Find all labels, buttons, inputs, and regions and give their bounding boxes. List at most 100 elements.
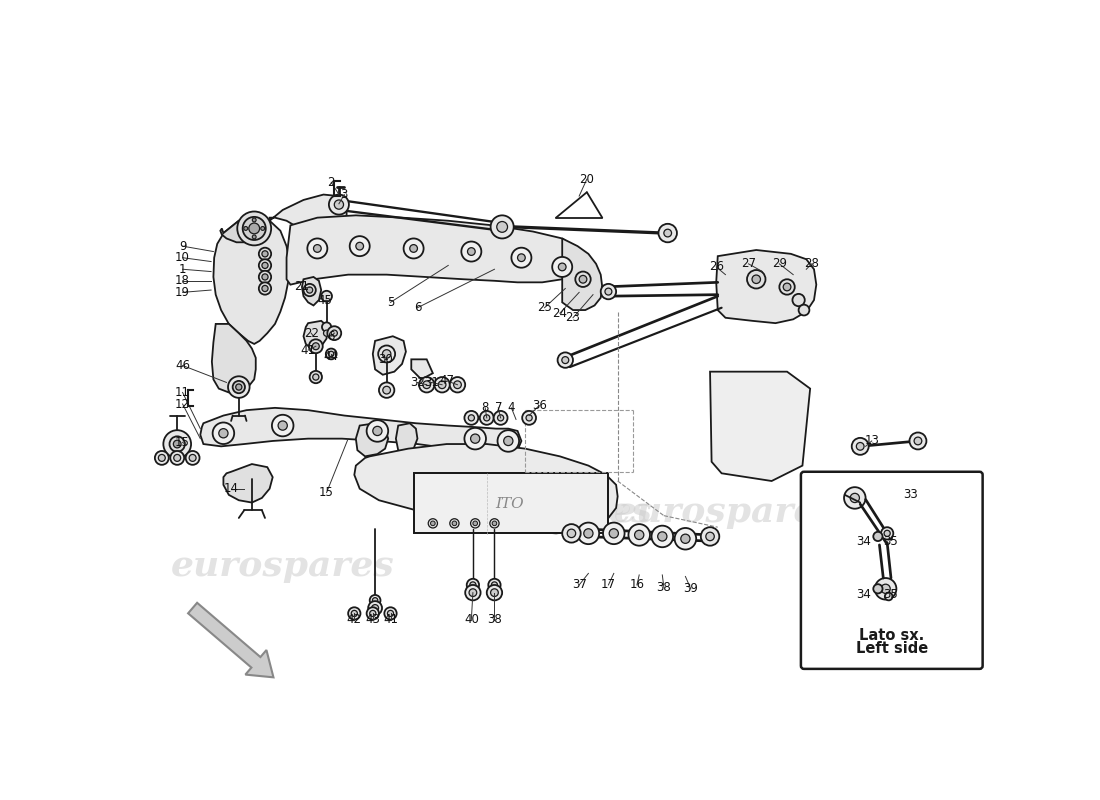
Text: 47: 47 [439,374,454,387]
Circle shape [492,521,497,526]
Text: 37: 37 [572,578,586,591]
Text: 3: 3 [341,188,348,201]
Circle shape [465,585,481,600]
Circle shape [562,357,569,363]
Text: Left side: Left side [856,642,928,656]
Circle shape [578,522,600,544]
Circle shape [526,414,532,421]
Text: 32: 32 [410,376,425,389]
Circle shape [464,411,478,425]
Circle shape [158,454,165,462]
Circle shape [461,242,482,262]
Circle shape [174,440,182,448]
Circle shape [609,529,618,538]
Circle shape [244,226,248,230]
Text: 33: 33 [903,488,917,502]
Circle shape [464,428,486,450]
Circle shape [334,200,343,209]
Circle shape [844,487,866,509]
Circle shape [469,414,474,421]
Circle shape [258,248,272,260]
Circle shape [368,601,382,615]
Circle shape [312,342,319,350]
Circle shape [378,382,394,398]
Polygon shape [396,423,418,454]
Circle shape [169,436,185,452]
Polygon shape [286,215,578,285]
Circle shape [452,521,456,526]
Text: 10: 10 [175,251,190,264]
Text: 41: 41 [300,344,316,357]
Circle shape [488,578,501,591]
Polygon shape [213,216,289,344]
Circle shape [219,429,228,438]
Text: 19: 19 [175,286,190,299]
Circle shape [674,528,696,550]
Circle shape [422,381,430,389]
FancyArrow shape [188,602,274,678]
Circle shape [559,263,566,270]
Text: 9: 9 [179,240,186,253]
Polygon shape [200,408,521,454]
Circle shape [873,584,882,594]
Polygon shape [223,464,273,502]
Circle shape [783,283,791,291]
Circle shape [681,534,690,543]
Circle shape [252,235,256,239]
Circle shape [473,521,477,526]
Circle shape [799,305,810,315]
Circle shape [601,284,616,299]
Circle shape [497,222,507,232]
Circle shape [243,217,266,240]
Circle shape [323,330,330,336]
Circle shape [189,454,196,462]
Text: 4: 4 [507,402,515,414]
Text: 39: 39 [683,582,698,595]
Circle shape [910,433,926,450]
Text: 35: 35 [883,589,899,602]
Circle shape [174,454,180,462]
Polygon shape [716,250,816,323]
Circle shape [164,430,191,458]
Circle shape [450,518,459,528]
Circle shape [480,411,494,425]
Circle shape [434,377,450,393]
Circle shape [309,339,322,353]
Polygon shape [301,277,321,306]
Circle shape [409,245,418,252]
Text: 20: 20 [580,173,594,186]
Circle shape [430,521,436,526]
FancyBboxPatch shape [801,472,982,669]
Circle shape [504,436,513,446]
Circle shape [659,224,676,242]
Circle shape [258,270,272,283]
Circle shape [373,426,382,435]
Circle shape [155,451,168,465]
Circle shape [658,532,667,541]
Text: 34: 34 [857,589,871,602]
Circle shape [512,248,531,268]
Text: 40: 40 [464,613,478,626]
Text: 41: 41 [383,613,398,626]
Text: 22: 22 [304,326,319,340]
Circle shape [383,386,390,394]
Circle shape [491,589,498,597]
Circle shape [562,524,581,542]
Polygon shape [356,423,388,456]
Text: 18: 18 [175,274,190,287]
Polygon shape [711,372,810,481]
Circle shape [383,350,390,358]
Circle shape [706,532,714,541]
Text: 45: 45 [318,294,332,306]
Circle shape [262,286,268,291]
Circle shape [419,377,435,393]
Circle shape [469,589,476,597]
Circle shape [262,262,268,269]
Circle shape [558,353,573,368]
Circle shape [304,284,316,296]
Circle shape [366,607,378,620]
Text: 27: 27 [741,258,756,270]
Circle shape [575,271,591,287]
Circle shape [428,518,438,528]
Circle shape [850,494,859,502]
